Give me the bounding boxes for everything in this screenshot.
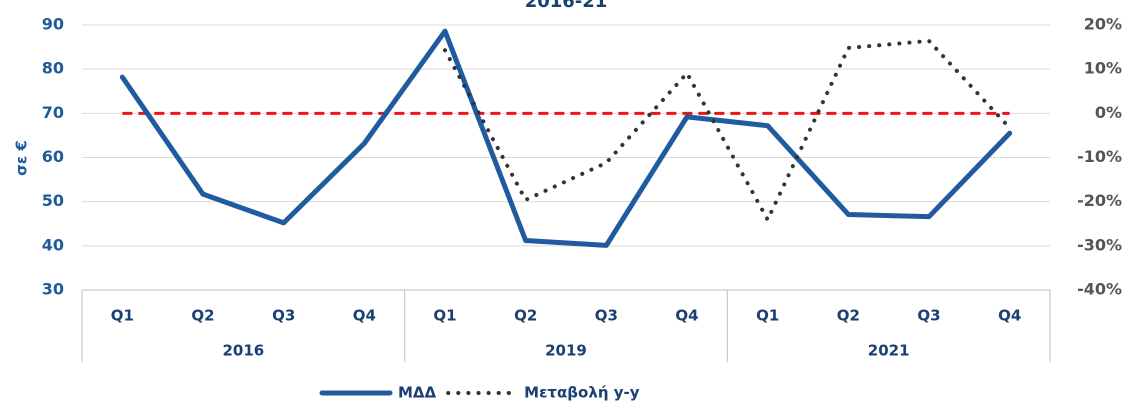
x-tick-label: Q3 (272, 307, 295, 325)
y-tick-label: 30 (42, 280, 64, 299)
y2-tick-label: -20% (1077, 191, 1122, 210)
y-tick-label: 60 (42, 147, 64, 166)
y-tick-label: 90 (42, 15, 64, 34)
y2-tick-label: 0% (1095, 103, 1122, 122)
group-label: 2016 (222, 342, 264, 360)
series-line (443, 38, 1012, 222)
group-label: 2021 (868, 342, 910, 360)
x-tick-label: Q4 (353, 307, 376, 325)
y2-tick-label: -30% (1077, 235, 1122, 254)
group-label: 2019 (545, 342, 587, 360)
x-tick-label: Q3 (917, 307, 940, 325)
chart-title: 2016-21 (525, 0, 608, 12)
series-line (119, 28, 1013, 248)
x-tick-label: Q4 (675, 307, 698, 325)
legend-label: Μεταβολή y-y (524, 384, 640, 402)
x-tick-label: Q2 (191, 307, 214, 325)
x-tick-label: Q2 (837, 307, 860, 325)
y2-tick-label: 20% (1084, 15, 1122, 34)
x-tick-label: Q2 (514, 307, 537, 325)
y2-tick-label: -40% (1077, 280, 1122, 299)
y-axis-label: σε € (13, 140, 31, 176)
y-tick-label: 50 (42, 191, 64, 210)
legend-label: ΜΔΔ (398, 384, 437, 402)
y-tick-label: 80 (42, 59, 64, 78)
x-tick-label: Q1 (111, 307, 134, 325)
x-tick-label: Q3 (595, 307, 618, 325)
y-tick-label: 40 (42, 235, 64, 254)
x-tick-label: Q4 (998, 307, 1021, 325)
y2-tick-label: 10% (1084, 59, 1122, 78)
x-tick-label: Q1 (433, 307, 456, 325)
x-tick-label: Q1 (756, 307, 779, 325)
y-tick-label: 70 (42, 103, 64, 122)
y2-tick-label: -10% (1077, 147, 1122, 166)
